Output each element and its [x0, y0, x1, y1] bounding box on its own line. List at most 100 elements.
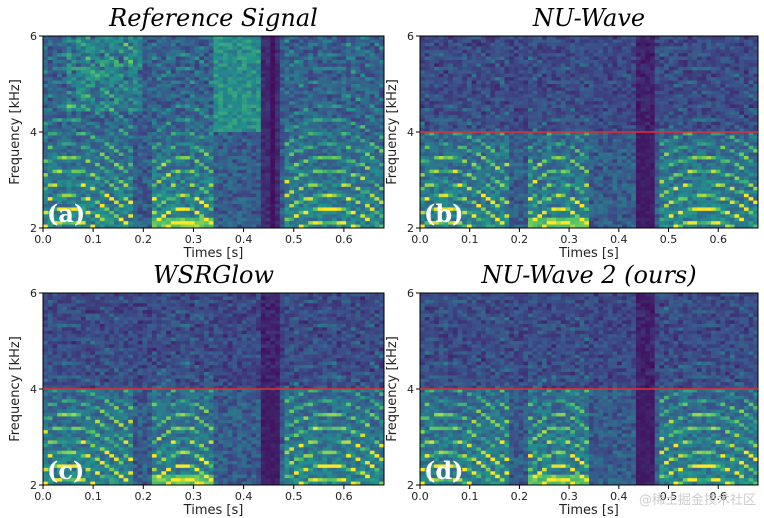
- heatmap-cell: [466, 97, 473, 102]
- heatmap-cell: [481, 84, 487, 88]
- heatmap-cell: [327, 162, 333, 167]
- heatmap-cell: [355, 193, 361, 198]
- heatmap-cell: [147, 94, 153, 99]
- heatmap-cell: [270, 145, 276, 150]
- heatmap-cell: [350, 224, 356, 229]
- heatmap-cell: [462, 159, 468, 164]
- heatmap-cell: [485, 56, 491, 61]
- heatmap-cell: [104, 207, 110, 212]
- heatmap-cell: [312, 121, 319, 126]
- heatmap-cell: [476, 200, 482, 205]
- heatmap-cell: [279, 210, 285, 215]
- heatmap-cell: [71, 87, 77, 92]
- heatmap-cell: [189, 142, 195, 147]
- heatmap-cell: [232, 66, 238, 71]
- heatmap-cell: [57, 190, 63, 195]
- heatmap-cell: [279, 207, 285, 212]
- heatmap-cell: [495, 53, 501, 57]
- heatmap-cell: [147, 46, 153, 51]
- heatmap-cell: [246, 186, 252, 191]
- heatmap-cell: [175, 87, 181, 92]
- heatmap-cell: [66, 207, 72, 212]
- heatmap-cell: [284, 128, 290, 133]
- heatmap-cell: [452, 210, 458, 215]
- heatmap-cell: [256, 156, 262, 160]
- heatmap-cell: [237, 193, 243, 198]
- heatmap-cell: [151, 193, 158, 198]
- heatmap-cell: [265, 197, 271, 201]
- heatmap-cell: [312, 42, 319, 47]
- heatmap-cell: [170, 104, 177, 109]
- heatmap-cell: [57, 149, 63, 153]
- heatmap-cell: [298, 183, 304, 188]
- heatmap-cell: [355, 210, 361, 215]
- heatmap-cell: [76, 159, 82, 164]
- heatmap-cell: [222, 142, 229, 147]
- heatmap-cell: [109, 142, 115, 147]
- heatmap-cell: [341, 111, 347, 116]
- heatmap-cell: [448, 210, 454, 215]
- heatmap-cell: [495, 121, 501, 126]
- heatmap-cell: [66, 197, 72, 201]
- heatmap-cell: [166, 101, 172, 105]
- heatmap-cell: [132, 87, 139, 92]
- heatmap-cell: [294, 39, 300, 44]
- heatmap-cell: [374, 84, 380, 88]
- heatmap-cell: [232, 101, 238, 105]
- heatmap-cell: [434, 162, 440, 167]
- heatmap-cell: [170, 159, 177, 164]
- heatmap-cell: [294, 101, 300, 105]
- heatmap-cell: [365, 138, 371, 143]
- heatmap-cell: [61, 80, 68, 85]
- heatmap-cell: [80, 77, 87, 81]
- heatmap-cell: [434, 197, 440, 201]
- heatmap-cell: [312, 36, 319, 40]
- heatmap-cell: [275, 80, 281, 85]
- heatmap-cell: [170, 132, 177, 136]
- heatmap-cell: [194, 159, 200, 164]
- heatmap-cell: [429, 128, 435, 133]
- heatmap-cell: [265, 204, 271, 208]
- heatmap-cell: [322, 142, 328, 147]
- heatmap-cell: [289, 101, 295, 105]
- heatmap-cell: [471, 77, 477, 81]
- heatmap-cell: [166, 183, 172, 188]
- heatmap-cell: [275, 94, 281, 99]
- heatmap-cell: [289, 217, 295, 222]
- heatmap-cell: [298, 156, 304, 160]
- heatmap-cell: [341, 138, 347, 143]
- heatmap-cell: [43, 128, 49, 133]
- heatmap-cell: [128, 97, 134, 102]
- heatmap-cell: [123, 142, 129, 147]
- heatmap-cell: [128, 70, 134, 75]
- heatmap-cell: [47, 108, 53, 112]
- heatmap-cell: [379, 204, 385, 208]
- heatmap-cell: [448, 159, 454, 164]
- heatmap-cell: [331, 200, 338, 205]
- heatmap-cell: [47, 39, 53, 44]
- heatmap-cell: [170, 224, 177, 229]
- heatmap-cell: [232, 186, 238, 191]
- heatmap-cell: [308, 53, 314, 57]
- heatmap-cell: [490, 207, 496, 212]
- heatmap-cell: [180, 186, 186, 191]
- heatmap-cell: [170, 108, 177, 112]
- heatmap-cell: [114, 87, 120, 92]
- heatmap-cell: [166, 63, 172, 68]
- heatmap-cell: [213, 204, 219, 208]
- heatmap-cell: [251, 128, 257, 133]
- heatmap-cell: [346, 210, 352, 215]
- heatmap-cell: [420, 214, 426, 219]
- heatmap-cell: [208, 159, 214, 164]
- heatmap-cell: [128, 221, 134, 225]
- heatmap-cell: [429, 66, 435, 71]
- heatmap-cell: [466, 39, 473, 44]
- heatmap-cell: [341, 200, 347, 205]
- heatmap-cell: [429, 190, 435, 195]
- heatmap-cell: [448, 180, 454, 184]
- heatmap-cell: [476, 94, 482, 99]
- heatmap-cell: [275, 166, 281, 171]
- heatmap-cell: [355, 56, 361, 61]
- heatmap-cell: [85, 56, 91, 61]
- heatmap-cell: [123, 221, 129, 225]
